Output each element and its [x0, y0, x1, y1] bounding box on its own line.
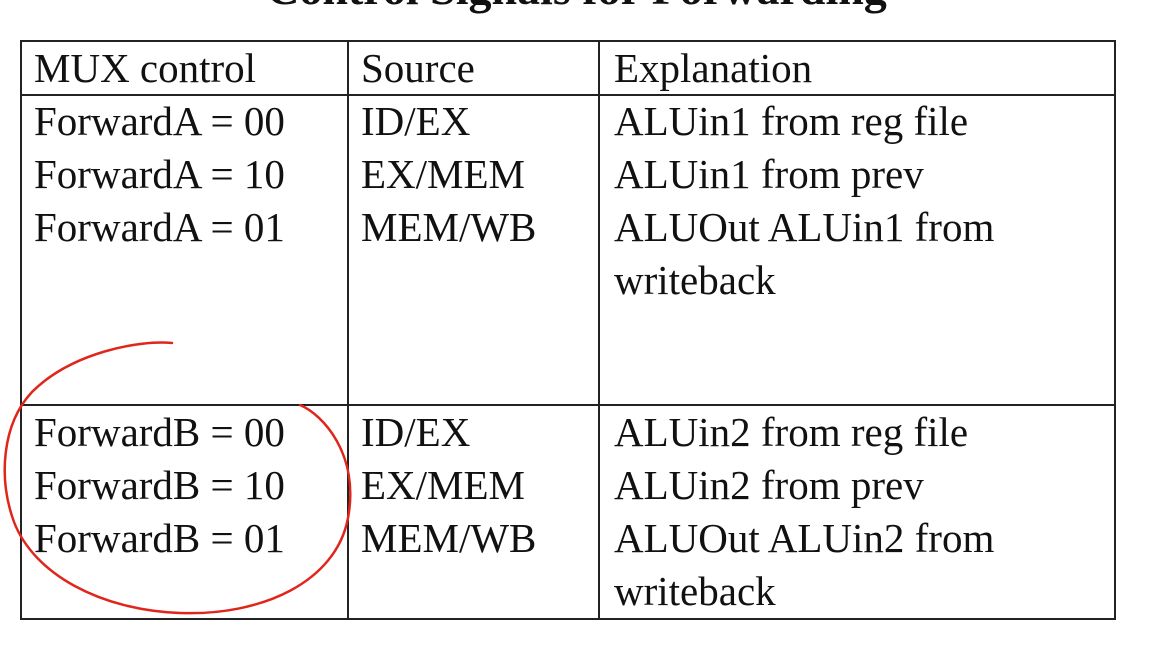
forward-b-explanations: ALUin2 from reg file ALUin2 from prev AL… [614, 409, 995, 614]
header-source: Source [361, 45, 475, 91]
forward-a-mux-values: ForwardA = 00 ForwardA = 10 ForwardA = 0… [34, 98, 285, 250]
forward-a-explanations: ALUin1 from reg file ALUin1 from prev AL… [614, 98, 995, 303]
group-divider [22, 404, 1114, 406]
header-explanation: Explanation [614, 45, 813, 91]
forward-a-sources: ID/EX EX/MEM MEM/WB [361, 98, 537, 250]
slide-title: Control Signals for Forwarding [0, 0, 1153, 12]
forward-b-sources: ID/EX EX/MEM MEM/WB [361, 409, 537, 561]
forward-b-mux-values: ForwardB = 00 ForwardB = 10 ForwardB = 0… [34, 409, 285, 561]
forwarding-control-table: MUX control Source Explanation ForwardA … [20, 40, 1116, 620]
header-mux-control: MUX control [34, 45, 257, 91]
column-divider-1 [347, 42, 349, 618]
column-divider-2 [598, 42, 600, 618]
header-divider [22, 94, 1114, 96]
